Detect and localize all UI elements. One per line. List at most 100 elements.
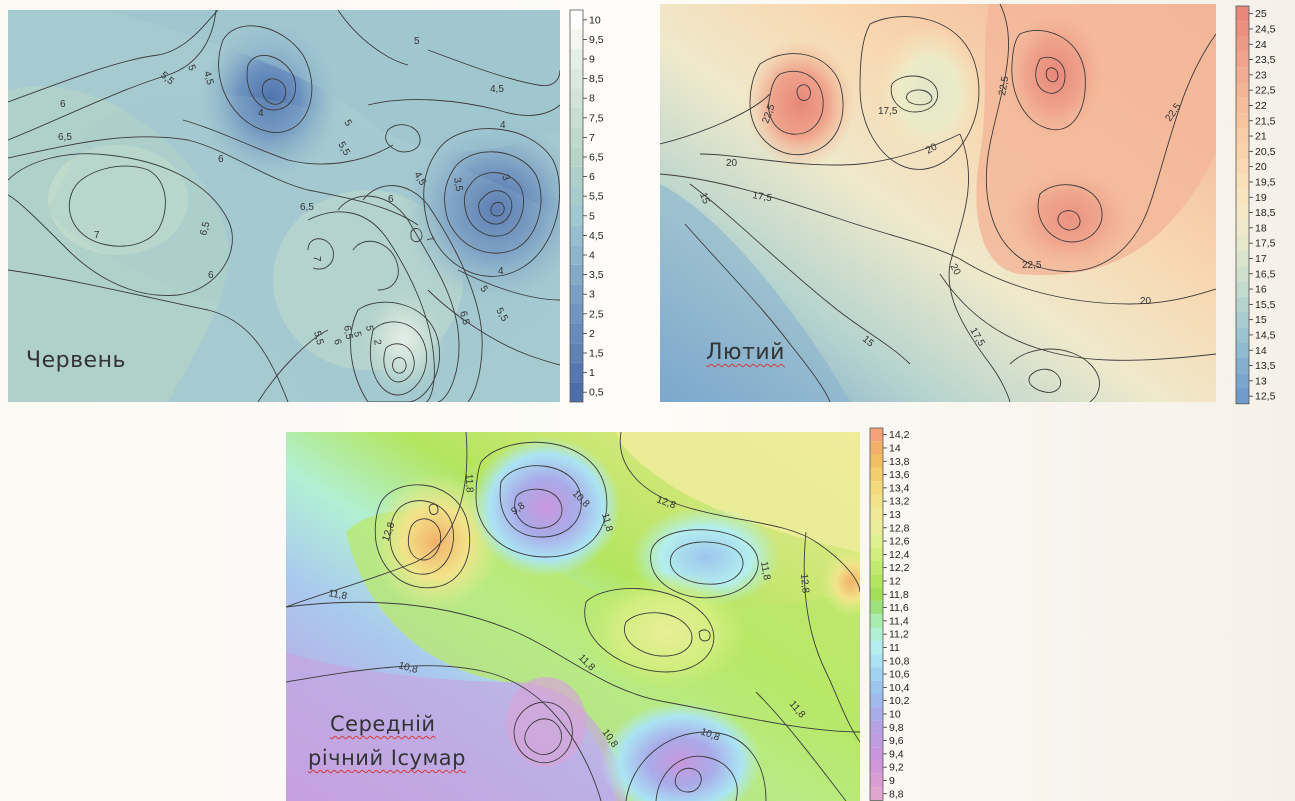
legend-tick-label: 5,5 (589, 191, 604, 203)
legend-tick-label: 5 (589, 210, 595, 222)
legend-tick-label: 18 (1255, 222, 1267, 234)
legend-swatch (870, 561, 883, 575)
legend-tick-label: 2,5 (589, 308, 604, 320)
contour-label: 5 (341, 118, 354, 129)
legend-swatch (570, 166, 583, 187)
february-contour-map: 22,5 17,5 22,5 22,5 20 20 15 17,5 20 22,… (660, 4, 1216, 402)
legend-swatch (870, 720, 883, 734)
legend-swatch (1236, 357, 1249, 374)
legend-swatch (870, 707, 883, 721)
legend-february: 25 24,5 24 23,5 23 22,5 22 21,5 21 20,5 20 19,5 19 18… (1235, 5, 1276, 405)
legend-tick-label: 12,4 (889, 549, 910, 561)
legend-tick-label: 3 (589, 289, 595, 301)
legend-swatch (870, 760, 883, 774)
legend-tick-label: 14,2 (889, 429, 910, 441)
contour-label: 3 (499, 173, 511, 182)
legend-tick-label: 24,5 (1255, 23, 1276, 35)
legend-swatch (570, 304, 583, 324)
legend-swatch (1236, 174, 1249, 190)
legend-swatch (570, 343, 583, 363)
legend-swatch (870, 680, 883, 694)
annual-contour-lines (286, 432, 860, 801)
legend-swatch (870, 494, 883, 508)
legend-swatch (870, 454, 883, 468)
legend-swatch (1236, 6, 1249, 22)
legend-swatch (1236, 113, 1249, 129)
contour-label: 4 (258, 108, 264, 119)
legend-tick-label: 10,8 (889, 655, 910, 667)
legend-swatch (570, 29, 583, 50)
legend-tick-label: 19 (1255, 192, 1267, 204)
legend-tick-label: 7 (589, 132, 595, 144)
legend-swatch (870, 600, 883, 615)
legend-tick-label: 16,5 (1255, 268, 1276, 280)
legend-swatch (570, 206, 583, 226)
legend-tick-label: 10,2 (889, 695, 910, 707)
contour-label: 7 (423, 234, 436, 245)
annual-contour-map: 11,8 9,8 10,8 12,8 11,8 12,8 11,8 12,8 1… (286, 432, 860, 801)
legend-tick-label: 13 (1255, 375, 1267, 387)
contour-label: 22,5 (1022, 260, 1042, 271)
legend-swatch (1236, 235, 1249, 251)
legend-tick-label: 19,5 (1255, 176, 1276, 188)
legend-swatch (870, 773, 883, 788)
map-title-june: Червень (26, 348, 126, 373)
legend-swatch (570, 88, 583, 108)
legend-swatch (570, 362, 583, 383)
legend-tick-label: 2 (589, 328, 595, 340)
june-contour-lines (8, 10, 560, 402)
legend-tick-label: 24 (1255, 39, 1267, 51)
legend-swatch (570, 108, 583, 128)
legend-frame (1235, 5, 1250, 405)
legend-tick-label: 13,8 (889, 456, 910, 468)
contour-label: 6 (388, 194, 394, 205)
legend-tick-label: 12,5 (1255, 391, 1276, 403)
legend-swatch (1236, 388, 1249, 404)
legend-tick-label: 20 (1255, 161, 1267, 173)
contour-label: 17,5 (878, 106, 898, 117)
contour-label: 6 (60, 99, 66, 110)
map-title-annual-line1: Середній (330, 712, 436, 736)
legend-tick-label: 7,5 (589, 112, 604, 124)
legend-swatch (570, 245, 583, 265)
legend-swatch (870, 733, 883, 748)
legend-tick-label: 21 (1255, 131, 1267, 143)
contour-label: 6,5 (58, 132, 72, 143)
legend-swatch (570, 284, 583, 304)
map-panel-june: 5,5 4,5 5 5 4,5 6 6,5 6 4 5 5,5 4 4,5 3,… (8, 10, 560, 402)
legend-swatch (1236, 21, 1249, 37)
legend-tick-label: 6 (589, 171, 595, 183)
legend-tick-label: 14 (1255, 345, 1267, 357)
legend-swatch (1236, 204, 1249, 221)
legend-swatch (870, 787, 883, 801)
contour-label: 4 (498, 266, 504, 277)
contour-label: 5 (414, 36, 420, 47)
contour-label: 7 (94, 230, 100, 241)
legend-swatch (870, 694, 883, 708)
legend-tick-label: 9,8 (889, 722, 904, 734)
contour-label: 5,5 (311, 330, 325, 347)
legend-swatch (870, 614, 883, 628)
legend-june: 10 9,5 9 8,5 8 7,5 7 6,5 6 5,5 5 4,5 4 3,5 3 2,5 2 1,5 1 0,… (569, 9, 604, 403)
legend-tick-label: 25 (1255, 8, 1267, 20)
legend-tick-label: 8 (589, 93, 595, 105)
legend-swatch (570, 49, 583, 69)
contour-label: 11,8 (599, 512, 615, 533)
legend-tick-label: 9,5 (589, 34, 604, 46)
legend-swatch (1236, 281, 1249, 297)
legend-swatch (570, 225, 583, 246)
legend-tick-label: 11,4 (889, 615, 909, 627)
legend-tick-label: 9 (889, 775, 895, 787)
contour-label: 15 (697, 191, 711, 206)
legend-tick-label: 9,2 (889, 762, 904, 774)
legend-swatch (1236, 82, 1249, 98)
legend-swatch (870, 587, 883, 601)
legend-tick-label: 8,8 (889, 788, 904, 800)
legend-tick-label: 0,5 (589, 387, 604, 399)
legend-tick-label: 21,5 (1255, 115, 1276, 127)
legend-swatch (870, 467, 883, 482)
legend-swatch (870, 574, 883, 588)
legend-swatch (870, 654, 883, 668)
contour-label: 12,8 (798, 573, 811, 594)
legend-tick-label: 4,5 (589, 230, 604, 242)
